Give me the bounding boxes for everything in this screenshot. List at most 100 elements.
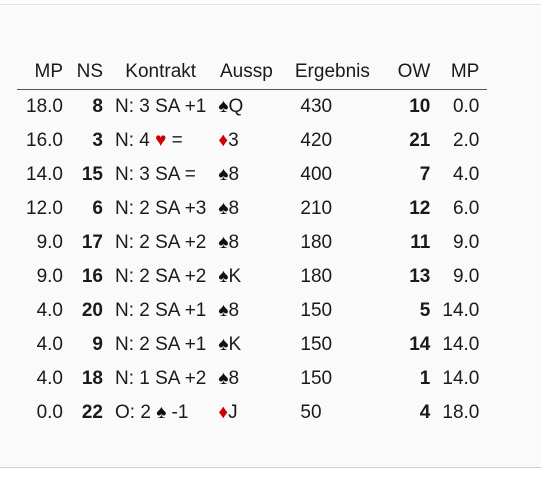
mp-ns-cell: 4.0: [36, 300, 63, 321]
header-contract: Kontrakt: [109, 55, 213, 90]
lead-card: 8: [228, 300, 240, 321]
table-row: 0.0 22 O: 2 ♠ -1 ♦J 50 4 18.0: [17, 396, 487, 430]
mp-ns-cell: 9.0: [36, 266, 63, 287]
table-row: 14.0 15 N: 3 SA = ♠8 400 7 4.0: [17, 158, 487, 192]
contract-cell: N: 2 SA +2: [109, 260, 212, 294]
lead-cell: ♠8: [212, 294, 280, 328]
lead-card: Q: [228, 96, 244, 117]
contract-text: N: 1 SA +2: [115, 368, 207, 389]
board-results-table: MP NS Kontrakt Aussp Ergebnis OW MP 18.0…: [17, 55, 488, 431]
mp-ew-cell: 18.0: [442, 402, 480, 423]
mp-ns-cell: 4.0: [36, 334, 63, 355]
lead-cell: ♠8: [212, 362, 280, 396]
results-body: 18.0 8 N: 3 SA +1 ♠Q 430 10 0.0 16.0 3 N: 4 ♥ = ♦3…: [17, 90, 487, 431]
ns-pair-cell: 6: [92, 198, 103, 219]
ns-pair-cell: 9: [92, 334, 103, 355]
score-cell: 400: [300, 164, 333, 185]
lead-card: 3: [228, 130, 239, 151]
contract-text: O: 2: [115, 402, 157, 423]
table-row: 4.0 18 N: 1 SA +2 ♠8 150 1 14.0: [17, 362, 487, 396]
score-cell: 210: [300, 198, 333, 219]
contract-text: N: 3 SA +1: [115, 96, 207, 117]
mp-ew-cell: 6.0: [452, 198, 480, 219]
score-cell: 150: [300, 334, 333, 355]
contract-text: N: 2 SA +1: [115, 300, 207, 321]
lead-cell: ♠8: [212, 158, 280, 192]
ew-pair-cell: 12: [409, 198, 431, 219]
lead-cell: ♠Q: [212, 90, 280, 125]
ew-pair-cell: 4: [419, 402, 431, 423]
lead-card: J: [228, 402, 238, 423]
lead-cell: ♠8: [212, 226, 280, 260]
contract-text: N: 2 SA +2: [115, 232, 207, 253]
lead-card: 8: [228, 198, 240, 219]
score-cell: 180: [300, 232, 333, 253]
spade-icon: ♠: [218, 198, 229, 219]
lead-cell: ♦3: [212, 124, 280, 158]
contract-text: N: 3 SA =: [115, 164, 196, 185]
mp-ew-cell: 14.0: [442, 368, 480, 389]
table-row: 16.0 3 N: 4 ♥ = ♦3 420 21 2.0: [17, 124, 487, 158]
ns-pair-cell: 18: [81, 368, 103, 389]
contract-cell: O: 2 ♠ -1: [109, 396, 212, 430]
contract-cell: N: 2 SA +1: [109, 294, 212, 328]
ns-pair-cell: 8: [92, 96, 103, 117]
mp-ns-cell: 14.0: [26, 164, 63, 185]
ns-pair-cell: 16: [81, 266, 103, 287]
mp-ew-cell: 14.0: [442, 300, 480, 321]
mp-ew-cell: 9.0: [452, 266, 480, 287]
score-cell: 150: [300, 300, 333, 321]
header-ew: OW: [384, 55, 437, 90]
ns-pair-cell: 20: [81, 300, 103, 321]
spade-icon: ♠: [218, 368, 229, 389]
ew-pair-cell: 1: [419, 368, 431, 389]
ns-pair-cell: 22: [81, 402, 103, 423]
table-row: 4.0 9 N: 2 SA +1 ♠K 150 14 14.0: [17, 328, 487, 362]
score-cell: 150: [300, 368, 333, 389]
spade-icon: ♠: [218, 96, 229, 117]
spade-icon: ♠: [218, 334, 229, 355]
ew-pair-cell: 10: [409, 96, 431, 117]
lead-card: K: [228, 266, 242, 287]
table-row: 12.0 6 N: 2 SA +3 ♠8 210 12 6.0: [17, 192, 487, 226]
mp-ns-cell: 12.0: [26, 198, 63, 219]
mp-ew-cell: 9.0: [452, 232, 480, 253]
diamond-icon: ♦: [218, 130, 229, 151]
spade-icon: ♠: [218, 232, 229, 253]
score-cell: 50: [300, 402, 322, 423]
table-row: 9.0 17 N: 2 SA +2 ♠8 180 11 9.0: [17, 226, 487, 260]
score-cell: 180: [300, 266, 333, 287]
lead-card: K: [228, 334, 242, 355]
contract-cell: N: 2 SA +1: [109, 328, 212, 362]
results-panel: MP NS Kontrakt Aussp Ergebnis OW MP 18.0…: [0, 4, 541, 468]
ew-pair-cell: 14: [409, 334, 431, 355]
mp-ew-cell: 14.0: [442, 334, 480, 355]
spade-icon: ♠: [218, 300, 229, 321]
header-mp-ew: MP: [436, 55, 488, 90]
table-row: 9.0 16 N: 2 SA +2 ♠K 180 13 9.0: [17, 260, 487, 294]
contract-cell: N: 3 SA +1: [109, 90, 212, 125]
ns-pair-cell: 17: [81, 232, 103, 253]
ew-pair-cell: 5: [419, 300, 431, 321]
header-mp-ns: MP: [17, 55, 69, 90]
lead-cell: ♦J: [212, 396, 280, 430]
lead-cell: ♠8: [212, 192, 280, 226]
mp-ns-cell: 9.0: [36, 232, 63, 253]
header-lead: Aussp: [212, 55, 281, 90]
mp-ew-cell: 4.0: [452, 164, 480, 185]
header-row: MP NS Kontrakt Aussp Ergebnis OW MP: [17, 55, 488, 90]
mp-ns-cell: 16.0: [26, 130, 63, 151]
score-cell: 420: [300, 130, 333, 151]
mp-ew-cell: 0.0: [452, 96, 480, 117]
mp-ns-cell: 0.0: [36, 402, 63, 423]
mp-ns-cell: 18.0: [26, 96, 63, 117]
table-row: 4.0 20 N: 2 SA +1 ♠8 150 5 14.0: [17, 294, 487, 328]
contract-text: N: 2 SA +2: [115, 266, 207, 287]
contract-result: =: [166, 130, 183, 151]
score-cell: 430: [300, 96, 333, 117]
lead-cell: ♠K: [212, 328, 280, 362]
ns-pair-cell: 15: [81, 164, 103, 185]
ew-pair-cell: 7: [419, 164, 431, 185]
spade-icon: ♠: [156, 402, 167, 423]
contract-text: N: 2 SA +3: [115, 198, 207, 219]
